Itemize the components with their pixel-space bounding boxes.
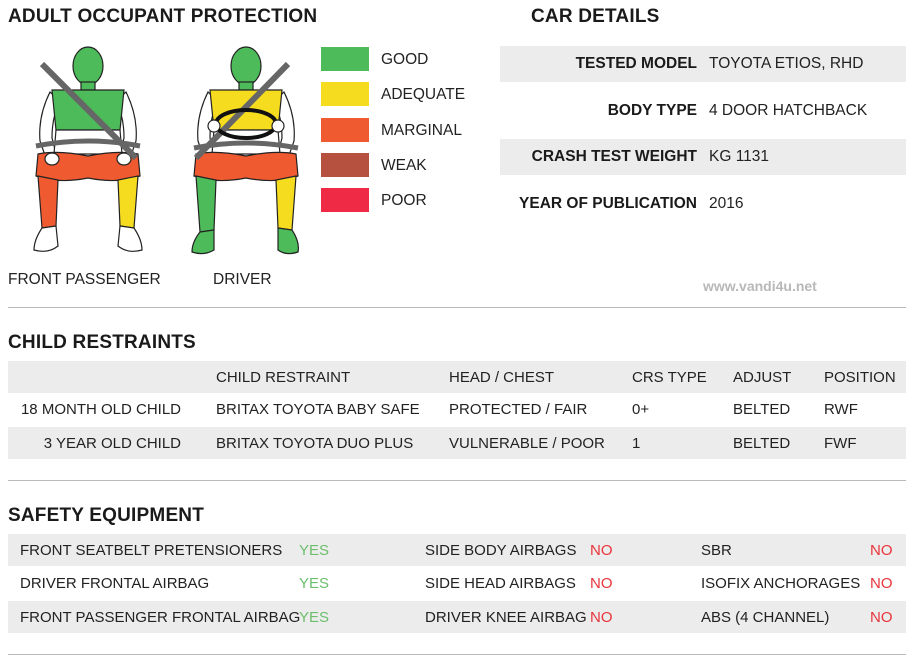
car-detail-row-tested-model: TESTED MODEL TOYOTA ETIOS, RHD: [500, 46, 906, 82]
equipment-label: DRIVER FRONTAL AIRBAG: [20, 575, 210, 592]
equipment-label: FRONT PASSENGER FRONTAL AIRBAG: [20, 609, 301, 626]
head-chest-cell: VULNERABLE / POOR: [449, 435, 605, 452]
car-detail-row-year: YEAR OF PUBLICATION 2016: [500, 186, 906, 222]
equipment-status: YES: [299, 542, 330, 559]
legend-item-good: GOOD: [321, 47, 521, 71]
divider: [8, 307, 906, 308]
equipment-label: ABS (4 CHANNEL): [701, 609, 830, 626]
head-chest-cell: PROTECTED / FAIR: [449, 401, 588, 418]
car-detail-row-crash-weight: CRASH TEST WEIGHT KG 1131: [500, 139, 906, 175]
legend-item-weak: WEAK: [321, 153, 521, 177]
car-detail-key: YEAR OF PUBLICATION: [519, 195, 697, 212]
front-passenger-figure: [33, 46, 143, 252]
legend-swatch: [321, 47, 369, 71]
car-detail-key: BODY TYPE: [607, 102, 697, 119]
legend-swatch: [321, 82, 369, 106]
crs-type-cell: 1: [632, 435, 641, 452]
legend-swatch: [321, 118, 369, 142]
car-detail-value: 4 DOOR HATCHBACK: [709, 102, 868, 119]
car-details-title: CAR DETAILS: [531, 6, 660, 27]
legend-item-marginal: MARGINAL: [321, 118, 521, 142]
position-cell: FWF: [824, 435, 857, 452]
car-detail-value: 2016: [709, 195, 744, 212]
equipment-label: FRONT SEATBELT PRETENSIONERS: [20, 542, 283, 559]
equipment-label: SIDE BODY AIRBAGS: [425, 542, 577, 559]
column-header: POSITION: [824, 369, 896, 386]
passenger-left-leg: [37, 175, 59, 229]
legend-label: WEAK: [381, 157, 427, 174]
legend-label: GOOD: [381, 51, 429, 68]
position-cell: RWF: [824, 401, 858, 418]
equipment-status: NO: [590, 609, 613, 626]
equipment-row: DRIVER FRONTAL AIRBAG YES SIDE HEAD AIRB…: [8, 567, 906, 599]
equipment-row: FRONT SEATBELT PRETENSIONERS YES SIDE BO…: [8, 534, 906, 566]
legend-swatch: [321, 188, 369, 212]
car-detail-key: TESTED MODEL: [575, 55, 697, 72]
legend-item-adequate: ADEQUATE: [321, 82, 521, 106]
equipment-status: NO: [590, 542, 613, 559]
child-restraints-title: CHILD RESTRAINTS: [8, 332, 196, 353]
legend-label: MARGINAL: [381, 122, 462, 139]
legend-swatch: [321, 153, 369, 177]
driver-right-leg: [275, 175, 297, 231]
driver-pelvis: [193, 151, 299, 182]
legend-label: POOR: [381, 192, 427, 209]
column-header: CHILD RESTRAINT: [216, 369, 351, 386]
legend-label: ADEQUATE: [381, 86, 466, 103]
adjust-cell: BELTED: [733, 401, 791, 418]
driver-figure: [191, 46, 299, 255]
driver-left-leg: [195, 175, 217, 233]
restraint-cell: BRITAX TOYOTA DUO PLUS: [216, 435, 414, 452]
equipment-label: SIDE HEAD AIRBAGS: [425, 575, 576, 592]
table-row: 3 YEAR OLD CHILD BRITAX TOYOTA DUO PLUS …: [8, 427, 906, 459]
car-detail-value: TOYOTA ETIOS, RHD: [709, 55, 864, 72]
restraint-cell: BRITAX TOYOTA BABY SAFE: [216, 401, 420, 418]
watermark: www.vandi4u.net: [703, 278, 817, 294]
equipment-status: YES: [299, 609, 330, 626]
adult-occupant-title: ADULT OCCUPANT PROTECTION: [8, 6, 318, 27]
driver-head: [230, 46, 262, 86]
passenger-right-leg: [117, 175, 139, 229]
child-age-cell: 18 MONTH OLD CHILD: [20, 401, 181, 418]
equipment-status: NO: [870, 575, 893, 592]
passenger-head: [72, 46, 104, 86]
child-table-header: CHILD RESTRAINT HEAD / CHEST CRS TYPE AD…: [8, 361, 906, 393]
legend-item-poor: POOR: [321, 188, 521, 212]
driver-label: DRIVER: [213, 271, 272, 288]
divider: [8, 480, 906, 481]
column-header: ADJUST: [733, 369, 792, 386]
equipment-status: NO: [870, 609, 893, 626]
table-row: 18 MONTH OLD CHILD BRITAX TOYOTA BABY SA…: [8, 393, 906, 425]
car-detail-row-body-type: BODY TYPE 4 DOOR HATCHBACK: [500, 93, 906, 129]
equipment-label: DRIVER KNEE AIRBAG: [425, 609, 587, 626]
crs-type-cell: 0+: [632, 401, 650, 418]
equipment-row: FRONT PASSENGER FRONTAL AIRBAG YES DRIVE…: [8, 601, 906, 633]
divider: [8, 654, 906, 655]
equipment-status: NO: [870, 542, 893, 559]
front-passenger-label: FRONT PASSENGER: [8, 271, 161, 288]
safety-equipment-title: SAFETY EQUIPMENT: [8, 505, 205, 526]
equipment-label: ISOFIX ANCHORAGES: [701, 575, 861, 592]
column-header: HEAD / CHEST: [449, 369, 555, 386]
car-detail-value: KG 1131: [709, 148, 770, 165]
equipment-status: NO: [590, 575, 613, 592]
child-age-cell: 3 YEAR OLD CHILD: [43, 435, 181, 452]
car-detail-key: CRASH TEST WEIGHT: [531, 148, 697, 165]
adjust-cell: BELTED: [733, 435, 791, 452]
column-header: CRS TYPE: [632, 369, 707, 386]
equipment-status: YES: [299, 575, 330, 592]
passenger-pelvis: [35, 151, 141, 182]
equipment-label: SBR: [701, 542, 732, 559]
